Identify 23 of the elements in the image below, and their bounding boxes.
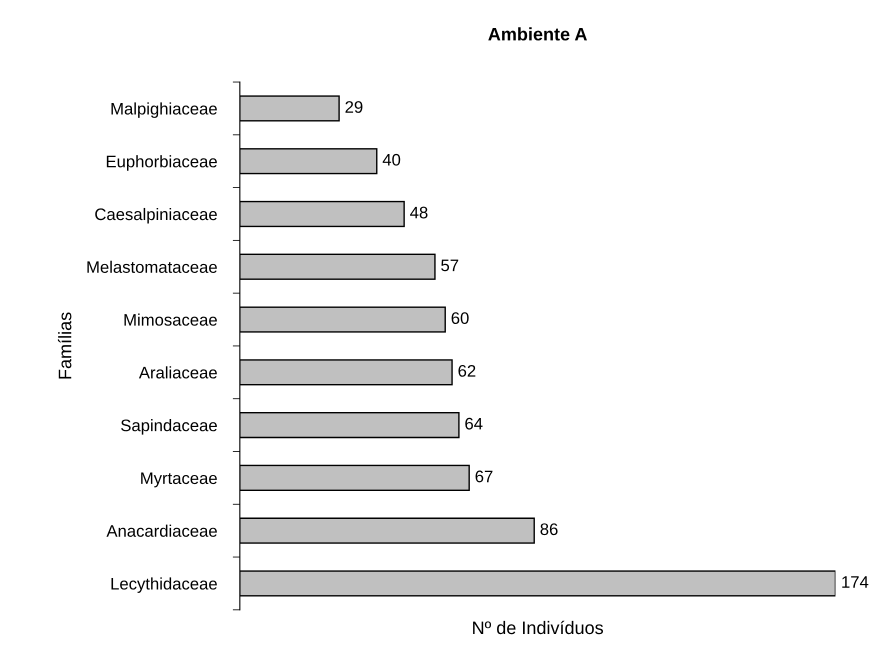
data-label: 174 (842, 576, 868, 588)
y-axis-title: Famílias (58, 312, 72, 379)
y-tick-label: Sapindaceae (121, 419, 217, 435)
y-tick-label: Mimosaceae (124, 314, 217, 326)
data-label: 57 (441, 260, 458, 272)
data-label: 86 (540, 523, 558, 536)
y-tick-label: Caesalpiniaceae (95, 208, 217, 224)
y-tick-label: Araliaceae (138, 366, 217, 379)
data-label: 48 (410, 206, 428, 218)
y-tick-label: Myrtaceae (141, 472, 217, 488)
data-label: 29 (345, 101, 362, 113)
y-tick-label: Malpighiaceae (112, 102, 217, 118)
data-label: 64 (465, 418, 483, 430)
x-axis-title: Nº de Indivíduos (473, 620, 604, 634)
data-label: 62 (458, 364, 476, 377)
data-label: 60 (452, 312, 469, 324)
y-tick-label: Euphorbiaceae (106, 155, 217, 171)
y-tick-label: Lecythidaceae (112, 577, 217, 593)
data-label: 40 (382, 154, 400, 166)
data-label: 67 (476, 470, 492, 482)
chart-title: Ambiente A (488, 27, 587, 41)
y-tick-label: Anacardiaceae (106, 524, 217, 537)
y-tick-label: Melastomataceae (87, 260, 217, 273)
